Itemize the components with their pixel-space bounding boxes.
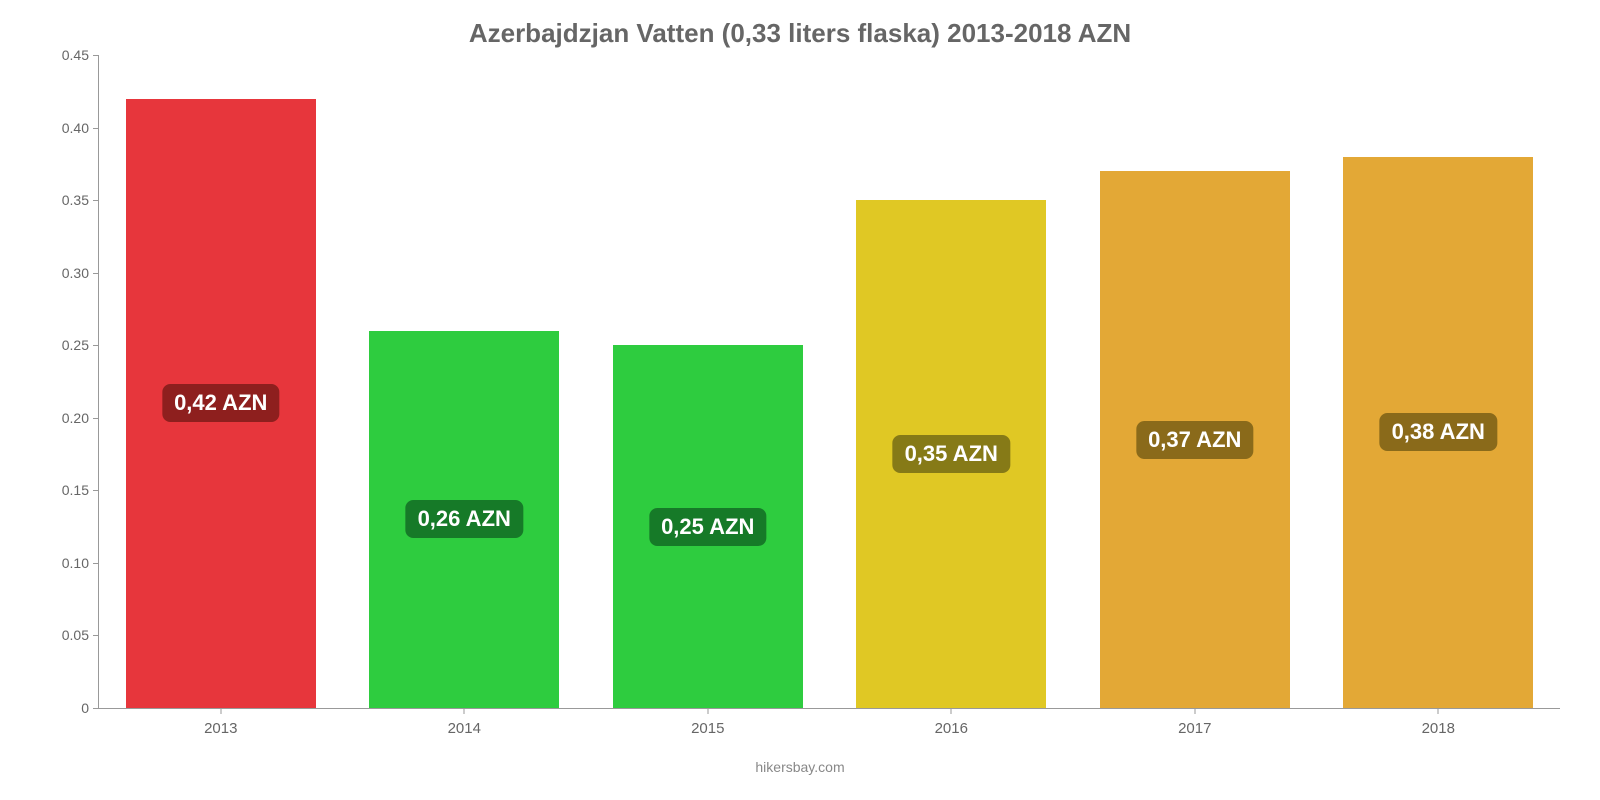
chart-title: Azerbajdzjan Vatten (0,33 liters flaska)…: [469, 18, 1131, 49]
bars-layer: 0,42 AZN 0,26 AZN 0,25 AZN 0,35 AZN 0,37 AZN…: [99, 55, 1560, 708]
y-tick-mark: [93, 200, 99, 201]
y-tick-mark: [93, 55, 99, 56]
y-tick-mark: [93, 418, 99, 419]
bar-value-label: 0,25 AZN: [649, 508, 766, 546]
bar-value-label: 0,35 AZN: [893, 435, 1010, 473]
y-tick-mark: [93, 635, 99, 636]
bar: 0,38 AZN: [1343, 157, 1533, 708]
y-tick-mark: [93, 345, 99, 346]
y-tick-mark: [93, 128, 99, 129]
bar: 0,26 AZN: [369, 331, 559, 708]
credit-text: hikersbay.com: [755, 759, 844, 775]
x-tick-mark: [707, 708, 708, 714]
x-tick-mark: [1438, 708, 1439, 714]
x-tick-mark: [1194, 708, 1195, 714]
bar-value-label: 0,42 AZN: [162, 384, 279, 422]
bar: 0,37 AZN: [1100, 171, 1290, 708]
plot-area: 0,42 AZN 0,26 AZN 0,25 AZN 0,35 AZN 0,37 AZN…: [98, 55, 1560, 709]
x-tick-mark: [464, 708, 465, 714]
bar: 0,25 AZN: [613, 345, 803, 708]
bar-value-label: 0,37 AZN: [1136, 421, 1253, 459]
y-tick-mark: [93, 273, 99, 274]
bar-value-label: 0,38 AZN: [1380, 413, 1497, 451]
y-tick-mark: [93, 490, 99, 491]
y-tick-mark: [93, 563, 99, 564]
x-tick-mark: [951, 708, 952, 714]
bar-value-label: 0,26 AZN: [406, 500, 523, 538]
bar: 0,35 AZN: [856, 200, 1046, 708]
chart-container: 0,42 AZN 0,26 AZN 0,25 AZN 0,35 AZN 0,37 AZN…: [40, 55, 1560, 755]
bar: 0,42 AZN: [126, 99, 316, 708]
y-tick-mark: [93, 708, 99, 709]
x-tick-mark: [220, 708, 221, 714]
